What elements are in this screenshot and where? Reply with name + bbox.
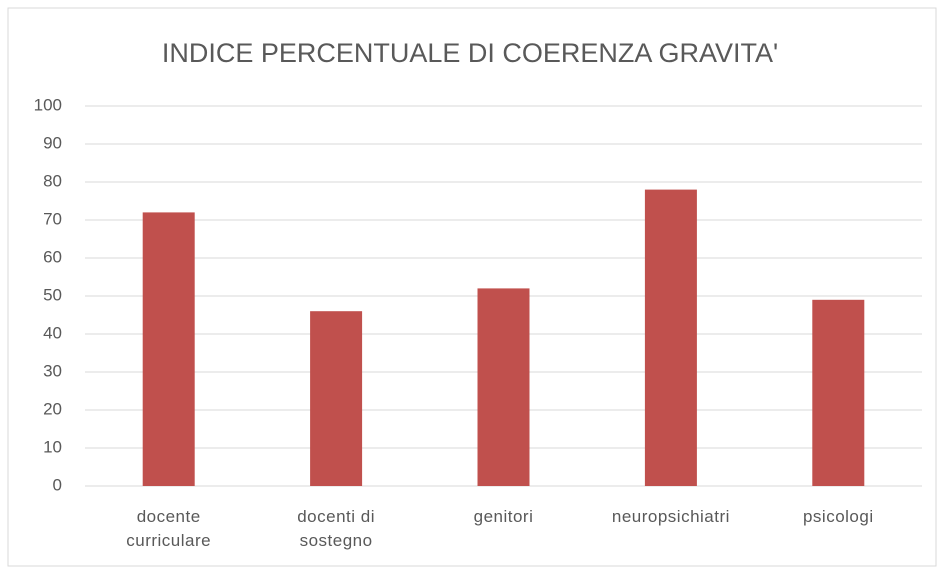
y-tick-label: 40 — [43, 323, 62, 342]
x-tick-label: neuropsichiatri — [611, 507, 730, 526]
bar — [644, 189, 697, 486]
bar — [812, 299, 865, 486]
y-tick-label: 90 — [43, 133, 62, 152]
bar — [477, 288, 530, 486]
y-tick-label: 80 — [43, 171, 62, 190]
y-tick-label: 20 — [43, 399, 62, 418]
x-tick-label: genitori — [473, 507, 534, 526]
y-tick-label: 50 — [43, 285, 62, 304]
y-tick-label: 70 — [43, 209, 62, 228]
x-tick-label: docenti di sostegno — [297, 507, 375, 550]
bar — [142, 212, 195, 486]
chart-title: INDICE PERCENTUALE DI COERENZA GRAVITA' — [162, 38, 778, 68]
y-tick-label: 30 — [43, 361, 62, 380]
y-tick-label: 10 — [43, 437, 62, 456]
y-tick-label: 100 — [34, 95, 62, 114]
x-tick-label: psicologi — [802, 507, 874, 526]
y-tick-label: 0 — [53, 475, 62, 494]
y-tick-label: 60 — [43, 247, 62, 266]
x-tick-label: docente curriculare — [126, 507, 212, 550]
bar — [310, 311, 363, 486]
